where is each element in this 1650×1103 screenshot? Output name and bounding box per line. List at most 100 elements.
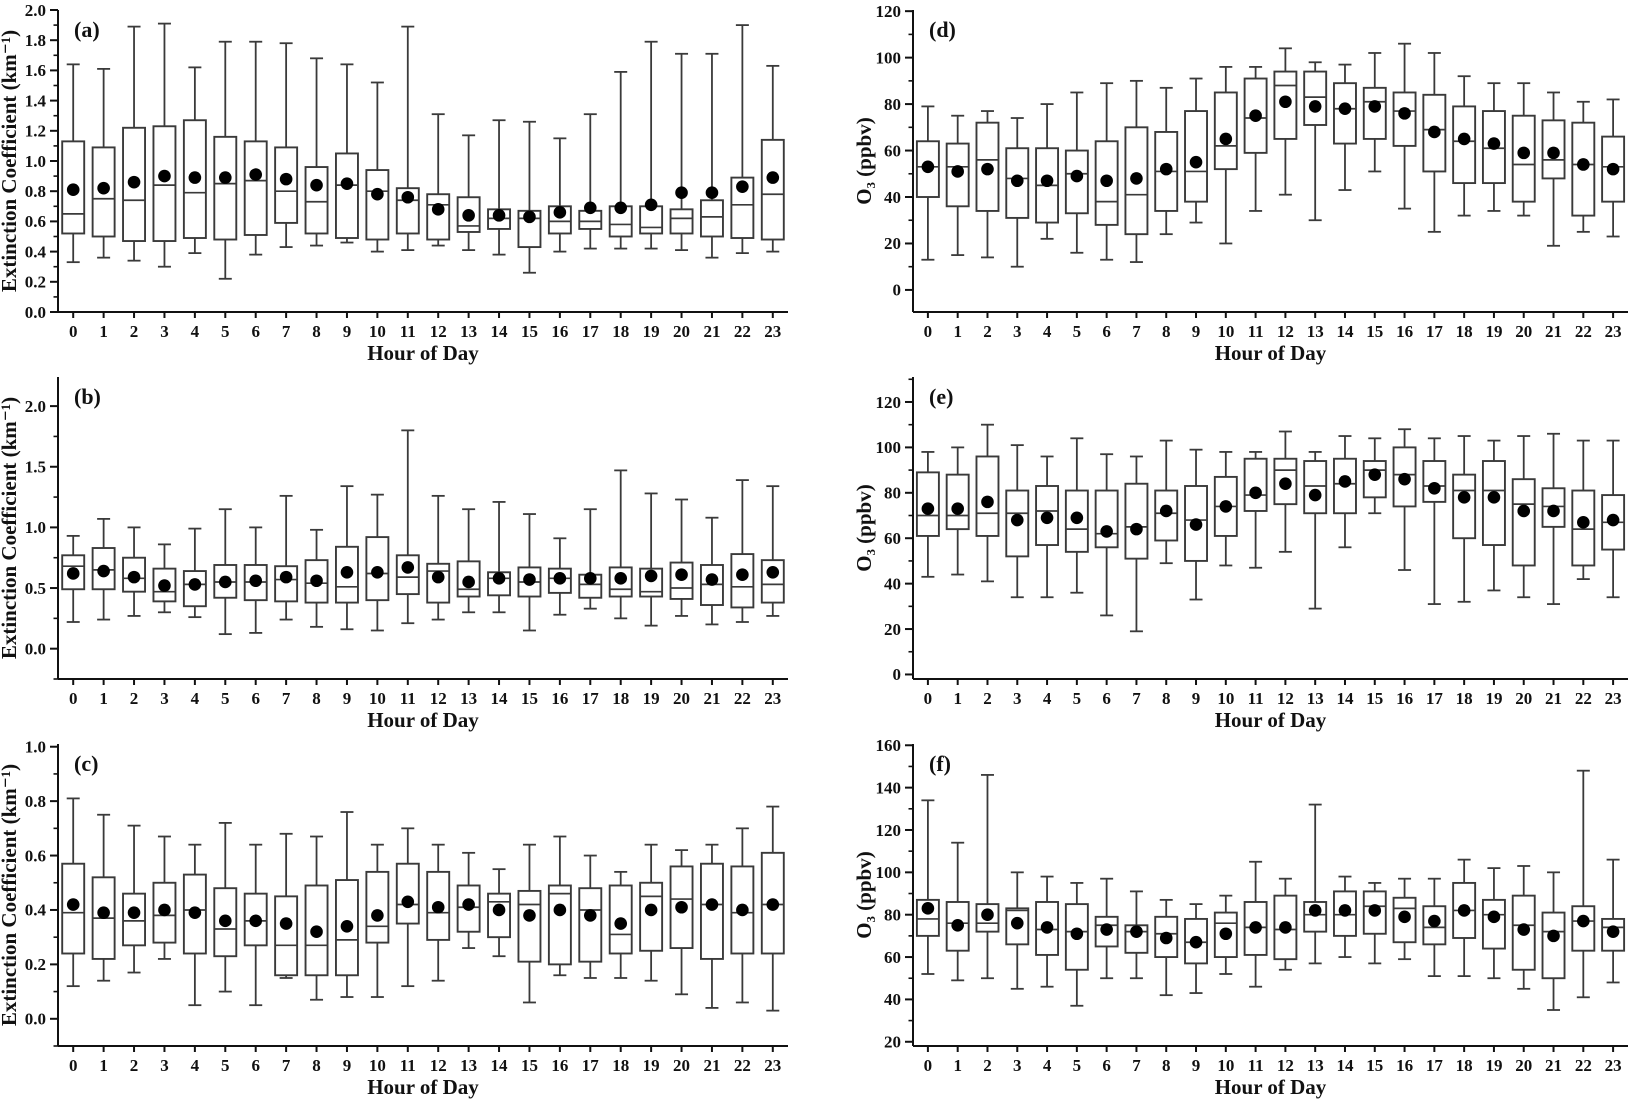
y-tick-label: 0.8 <box>25 792 46 811</box>
x-tick-label: 6 <box>251 689 260 708</box>
boxplot-hour-13 <box>456 134 481 251</box>
x-tick-label: 13 <box>460 322 477 341</box>
y-tick-label: 0.2 <box>25 955 46 974</box>
boxplot-hour-10 <box>365 81 390 253</box>
x-tick-label: 3 <box>1013 1056 1022 1075</box>
boxplot-hour-20 <box>1511 865 1536 990</box>
x-axis-title: Hour of Day <box>367 1075 479 1099</box>
boxplot-hour-17 <box>1422 437 1447 605</box>
y-tick-label: 1.8 <box>25 31 46 50</box>
x-tick-label: 23 <box>1605 689 1622 708</box>
boxplot-hour-23 <box>760 805 785 1012</box>
boxplot-hour-21 <box>700 843 724 1009</box>
boxplot-hour-9 <box>335 811 359 998</box>
y-axis: 0.0 0.2 0.4 0.6 0.8 1.0 1.2 1.4 1.6 1.8 2.0 <box>25 1 58 322</box>
boxplot-hour-15 <box>1362 52 1387 173</box>
box-series <box>915 769 1626 1011</box>
y-tick-label: 20 <box>884 620 901 639</box>
boxplot-hour-11 <box>1243 451 1268 569</box>
x-tick-label: 14 <box>1336 689 1354 708</box>
x-tick-label: 7 <box>282 1056 291 1075</box>
x-tick-label: 12 <box>1277 689 1294 708</box>
box-series <box>61 429 785 636</box>
panel-letter-c: (c) <box>74 751 98 776</box>
x-axis: 0 1 2 3 4 5 6 7 8 9 10 11 12 13 14 15 16 17 18 19 20 21 22 23 <box>69 679 781 708</box>
y-tick-label: 2.0 <box>25 397 46 416</box>
boxplot-hour-18 <box>608 71 633 250</box>
x-tick-label: 16 <box>1396 689 1413 708</box>
boxplot-hour-19 <box>1481 439 1506 592</box>
x-tick-label: 7 <box>282 689 291 708</box>
boxplot-hour-5 <box>213 508 238 636</box>
boxplot-hour-12 <box>1273 430 1298 553</box>
y-tick-label: 0.0 <box>25 303 46 322</box>
x-tick-label: 13 <box>1307 1056 1324 1075</box>
y-tick-label: 0.4 <box>25 242 47 261</box>
boxplot-hour-7 <box>274 494 299 621</box>
boxplot-hour-12 <box>426 494 451 621</box>
x-tick-label: 3 <box>160 322 169 341</box>
box-series <box>915 423 1626 633</box>
y-tick-label: 160 <box>876 736 902 755</box>
x-tick-label: 11 <box>1248 1056 1264 1075</box>
x-tick-label: 21 <box>703 689 720 708</box>
x-tick-label: 17 <box>1426 322 1444 341</box>
x-tick-label: 13 <box>1307 322 1324 341</box>
panel-letter-b: (b) <box>74 384 101 409</box>
boxplot-hour-4 <box>1035 875 1060 988</box>
x-tick-label: 23 <box>1605 322 1622 341</box>
boxplot-hour-14 <box>487 119 511 256</box>
boxplot-hour-23 <box>1601 98 1626 238</box>
boxplot-hour-2 <box>975 774 1000 980</box>
x-tick-label: 21 <box>703 1056 720 1075</box>
boxplot-hour-17 <box>578 508 603 610</box>
x-tick-label: 8 <box>312 322 321 341</box>
panel-letter-d: (d) <box>929 17 956 42</box>
boxplot-hour-10 <box>365 843 390 998</box>
boxplot-hour-6 <box>1094 877 1119 980</box>
boxplot-hour-2 <box>975 423 1000 583</box>
x-tick-label: 13 <box>460 1056 477 1075</box>
y-axis-title: O₃ (ppbv) <box>852 117 876 204</box>
y-axis: 0 20 40 60 80 100 120 <box>876 2 913 300</box>
y-axis: 0.0 0.2 0.4 0.6 0.8 1.0 <box>25 738 58 1047</box>
x-tick-label: 22 <box>1575 689 1592 708</box>
boxplot-hour-6 <box>243 526 268 634</box>
panel-b: 0.0 0.5 1.0 1.5 2.0 0 1 2 3 4 5 6 7 8 9 10 11 12 13 14 15 16 1… <box>0 367 825 734</box>
x-tick-label: 2 <box>130 322 139 341</box>
boxplot-hour-0 <box>915 799 940 975</box>
boxplot-hour-23 <box>1601 858 1626 984</box>
boxplot-hour-10 <box>1213 66 1238 245</box>
x-tick-label: 8 <box>312 1056 321 1075</box>
boxplot-hour-14 <box>1333 875 1357 958</box>
y-tick-label: 2.0 <box>25 1 46 20</box>
boxplot-hour-12 <box>426 843 451 982</box>
boxplot-hour-21 <box>700 52 724 259</box>
boxplot-hour-11 <box>1243 66 1268 212</box>
x-tick-label: 1 <box>99 322 108 341</box>
y-tick-label: 0.6 <box>25 212 46 231</box>
x-tick-label: 5 <box>1073 689 1082 708</box>
boxplot-hour-6 <box>243 843 268 1007</box>
x-tick-label: 18 <box>612 322 629 341</box>
x-tick-label: 20 <box>1515 689 1532 708</box>
chart-c: 0.00.20.40.60.81.00 1 2 3 4 5 6 7 8 9 10 11 12 13 14 15… <box>0 738 788 1099</box>
boxplot-hour-8 <box>304 528 329 628</box>
x-tick-label: 19 <box>643 1056 660 1075</box>
x-tick-label: 0 <box>924 689 933 708</box>
x-tick-label: 23 <box>764 1056 781 1075</box>
y-tick-label: 100 <box>876 863 902 882</box>
x-tick-label: 14 <box>491 689 509 708</box>
x-tick-label: 17 <box>582 1056 600 1075</box>
y-tick-label: 100 <box>876 48 902 67</box>
y-tick-label: 0.0 <box>25 639 46 658</box>
x-tick-label: 12 <box>430 322 447 341</box>
boxplot-hour-13 <box>1303 803 1328 965</box>
x-tick-label: 22 <box>734 322 751 341</box>
y-tick-label: 1.0 <box>25 152 46 171</box>
x-tick-label: 14 <box>491 322 509 341</box>
boxplot-hour-1 <box>945 446 970 576</box>
y-tick-label: 80 <box>884 95 901 114</box>
x-tick-label: 20 <box>673 689 690 708</box>
x-axis: 0 1 2 3 4 5 6 7 8 9 10 11 12 13 14 15 16 17 18 19 20 21 22 23 <box>924 312 1622 341</box>
